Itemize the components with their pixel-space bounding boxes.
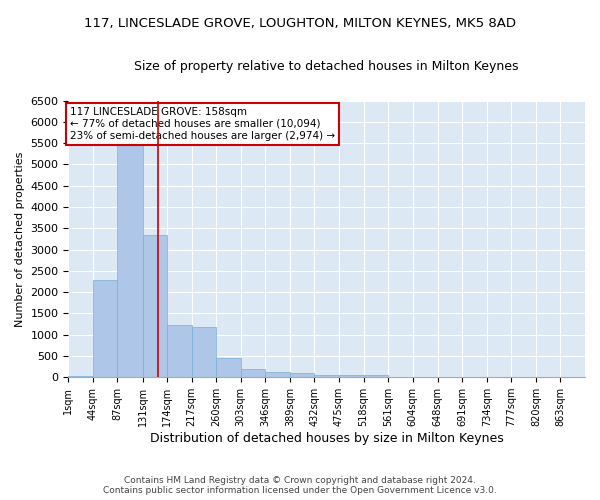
Bar (314, 375, 339, 377)
Bar (364, 375, 388, 377)
Bar (192, 327, 216, 377)
Title: Size of property relative to detached houses in Milton Keynes: Size of property relative to detached ho… (134, 60, 519, 73)
Text: 117, LINCESLADE GROVE, LOUGHTON, MILTON KEYNES, MK5 8AD: 117, LINCESLADE GROVE, LOUGHTON, MILTON … (84, 18, 516, 30)
Y-axis label: Number of detached properties: Number of detached properties (15, 151, 25, 326)
Bar (143, 234, 167, 377)
Bar (216, 358, 241, 377)
Bar (68, 376, 93, 377)
Text: 117 LINCESLADE GROVE: 158sqm
← 77% of detached houses are smaller (10,094)
23% o: 117 LINCESLADE GROVE: 158sqm ← 77% of de… (70, 108, 335, 140)
Text: Contains HM Land Registry data © Crown copyright and database right 2024.
Contai: Contains HM Land Registry data © Crown c… (103, 476, 497, 495)
X-axis label: Distribution of detached houses by size in Milton Keynes: Distribution of detached houses by size … (150, 432, 503, 445)
Bar (265, 372, 290, 377)
Bar (241, 368, 265, 377)
Bar (290, 372, 314, 377)
Bar (93, 280, 118, 377)
Bar (118, 136, 143, 377)
Bar (167, 326, 192, 377)
Bar (339, 375, 364, 377)
